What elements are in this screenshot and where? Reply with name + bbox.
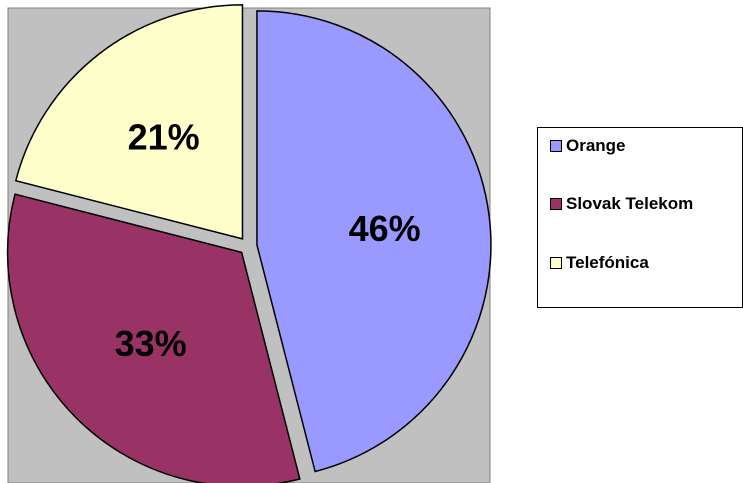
pie-slice-telefonica [14, 4, 244, 240]
pie-slice-slovak-telekom [6, 193, 301, 483]
pie-slices [6, 4, 492, 483]
legend-label-orange: Orange [566, 136, 626, 155]
legend-swatch-slovak-telekom [550, 198, 562, 210]
legend: Orange Slovak Telekom Telefónica [537, 127, 743, 308]
legend-item-orange: Orange [550, 135, 626, 157]
legend-swatch-telefonica [550, 257, 562, 269]
legend-swatch-orange [550, 140, 562, 152]
legend-item-slovak-telekom: Slovak Telekom [550, 193, 693, 215]
plot-area: 46% 33% 21% [6, 4, 492, 483]
legend-label-telefonica: Telefónica [566, 253, 649, 272]
data-label-orange: 46% [349, 208, 421, 249]
data-label-slovak-telekom: 33% [115, 323, 187, 364]
legend-item-telefonica: Telefónica [550, 252, 649, 274]
legend-label-slovak-telekom: Slovak Telekom [566, 194, 694, 213]
pie-data-labels: 46% 33% 21% [115, 117, 421, 364]
data-label-telefonica: 21% [128, 117, 200, 158]
pie-slice-orange [256, 10, 492, 473]
